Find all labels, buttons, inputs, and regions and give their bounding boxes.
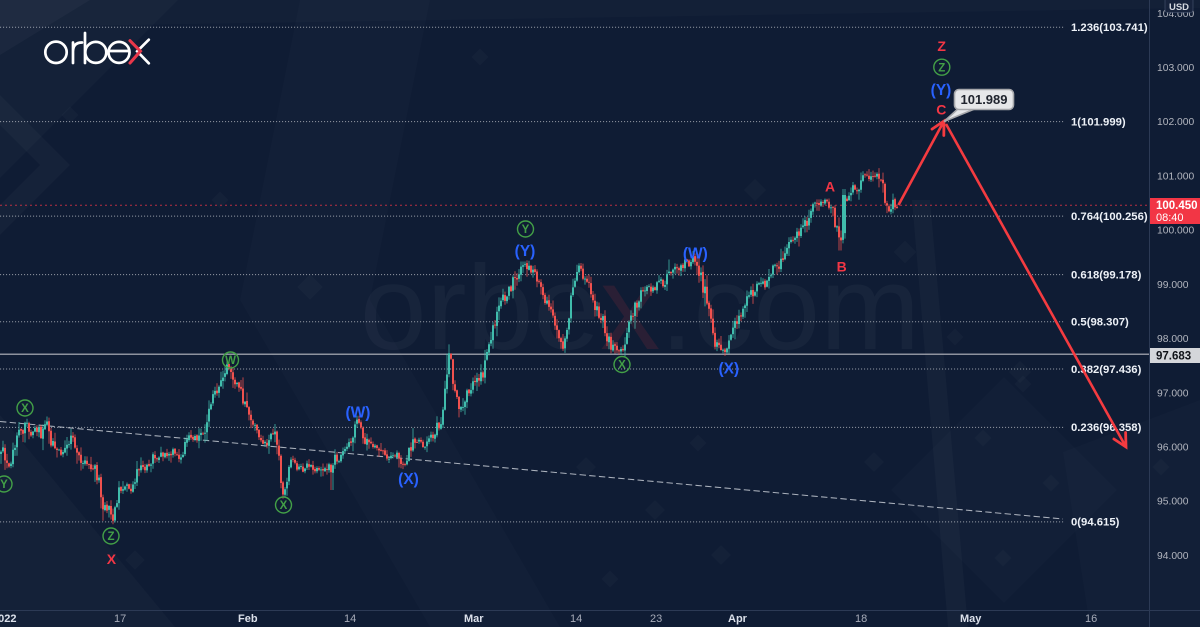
svg-text:97.000: 97.000 bbox=[1157, 388, 1189, 399]
svg-text:(X): (X) bbox=[718, 361, 739, 378]
svg-text:X: X bbox=[107, 551, 117, 567]
svg-text:X: X bbox=[21, 403, 29, 415]
svg-text:102.000: 102.000 bbox=[1157, 117, 1194, 128]
svg-text:08:40: 08:40 bbox=[1156, 212, 1184, 224]
svg-text:0.382(97.436): 0.382(97.436) bbox=[1071, 364, 1142, 376]
svg-text:101.000: 101.000 bbox=[1157, 171, 1194, 182]
svg-text:Y: Y bbox=[0, 479, 8, 491]
svg-text:B: B bbox=[837, 259, 847, 275]
svg-text:USD: USD bbox=[1169, 2, 1189, 13]
svg-text:orbex.com: orbex.com bbox=[360, 241, 920, 375]
svg-text:0.5(98.307): 0.5(98.307) bbox=[1071, 317, 1129, 329]
svg-text:103.000: 103.000 bbox=[1157, 63, 1194, 74]
svg-text:14: 14 bbox=[570, 613, 582, 625]
svg-text:94.000: 94.000 bbox=[1157, 551, 1189, 562]
svg-text:16: 16 bbox=[1085, 613, 1097, 625]
svg-text:C: C bbox=[936, 102, 946, 118]
svg-text:99.000: 99.000 bbox=[1157, 280, 1189, 291]
svg-text:2022: 2022 bbox=[0, 613, 16, 625]
svg-text:100.450: 100.450 bbox=[1156, 200, 1198, 212]
svg-text:Z: Z bbox=[937, 38, 946, 54]
svg-text:17: 17 bbox=[114, 613, 126, 625]
svg-text:95.000: 95.000 bbox=[1157, 497, 1189, 508]
svg-text:104.000: 104.000 bbox=[1157, 9, 1194, 20]
svg-text:(W): (W) bbox=[346, 405, 371, 422]
svg-text:1(101.999): 1(101.999) bbox=[1071, 116, 1126, 128]
svg-text:Y: Y bbox=[522, 224, 530, 236]
svg-text:1.236(103.741): 1.236(103.741) bbox=[1071, 22, 1148, 34]
svg-text:14: 14 bbox=[344, 613, 356, 625]
svg-text:97.683: 97.683 bbox=[1156, 351, 1191, 363]
svg-text:Mar: Mar bbox=[464, 613, 484, 625]
svg-text:96.000: 96.000 bbox=[1157, 442, 1189, 453]
svg-text:May: May bbox=[960, 613, 982, 625]
svg-text:Z: Z bbox=[938, 62, 945, 74]
svg-text:W: W bbox=[225, 355, 236, 367]
svg-text:100.000: 100.000 bbox=[1157, 226, 1194, 237]
svg-text:(Y): (Y) bbox=[515, 243, 536, 260]
svg-text:0(94.615): 0(94.615) bbox=[1071, 517, 1120, 529]
svg-text:(Y): (Y) bbox=[931, 82, 952, 99]
svg-text:101.989: 101.989 bbox=[961, 92, 1008, 107]
svg-text:Z: Z bbox=[107, 531, 114, 543]
svg-text:98.000: 98.000 bbox=[1157, 334, 1189, 345]
svg-text:(W): (W) bbox=[683, 245, 708, 262]
svg-text:(X): (X) bbox=[398, 471, 419, 488]
svg-text:X: X bbox=[280, 500, 288, 512]
svg-text:18: 18 bbox=[855, 613, 867, 625]
svg-text:Feb: Feb bbox=[238, 613, 258, 625]
svg-text:23: 23 bbox=[650, 613, 662, 625]
svg-text:0.764(100.256): 0.764(100.256) bbox=[1071, 211, 1148, 223]
svg-text:Apr: Apr bbox=[728, 613, 748, 625]
svg-text:X: X bbox=[618, 360, 626, 372]
svg-text:0.236(96.358): 0.236(96.358) bbox=[1071, 422, 1142, 434]
svg-text:A: A bbox=[825, 179, 835, 195]
svg-text:0.618(99.178): 0.618(99.178) bbox=[1071, 269, 1142, 281]
